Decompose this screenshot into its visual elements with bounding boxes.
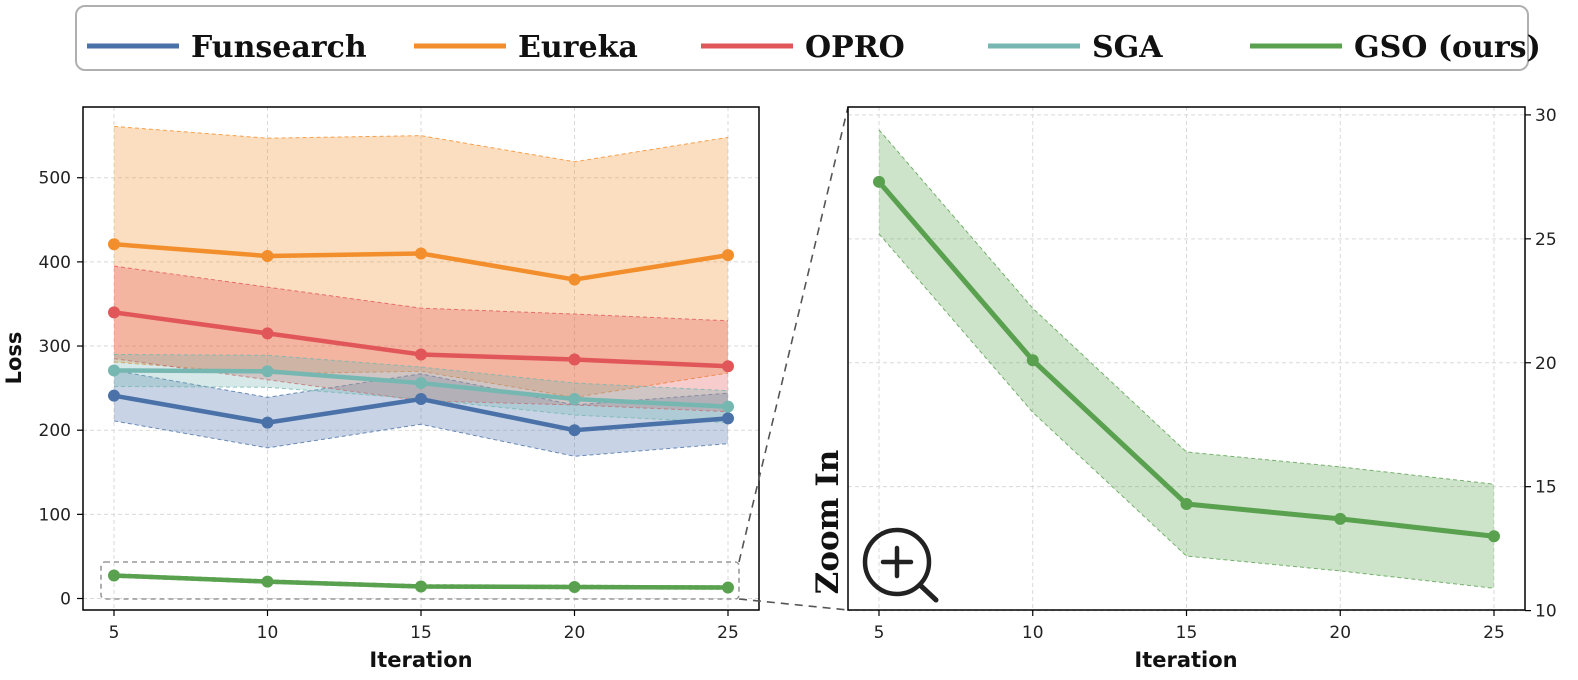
right-lines [873, 175, 1500, 543]
right-y-tick-label: 20 [1535, 354, 1557, 374]
right-ticks: 5 10 15 20 25 10 15 20 25 30 [874, 106, 1557, 643]
right-y-tick-label: 10 [1535, 602, 1557, 622]
left-band-lower-eureka [113, 361, 729, 398]
legend-frame [75, 5, 1529, 71]
legend-label-funsearch: Funsearch [191, 30, 367, 65]
left-y-tick-label: 100 [39, 505, 71, 525]
left-y-axis-label: Loss [2, 332, 26, 385]
left-point-gso-ours [568, 580, 581, 593]
left-point-opro [261, 327, 274, 340]
left-point-funsearch [722, 412, 734, 425]
left-x-tick-label: 15 [410, 623, 432, 643]
left-y-tick-label: 300 [39, 337, 71, 357]
right-point-gso-ours [1334, 512, 1347, 525]
right-y-tick-label: 15 [1535, 478, 1557, 498]
left-point-gso-ours [722, 581, 734, 594]
right-x-axis-label: Iteration [1134, 648, 1237, 672]
left-x-tick-label: 25 [717, 623, 739, 643]
left-y-tick-label: 400 [39, 253, 71, 273]
zoom-in-label: Zoom In [810, 450, 846, 595]
left-point-sga [568, 393, 581, 406]
left-x-tick-label: 10 [257, 623, 279, 643]
left-point-gso-ours [415, 580, 427, 593]
left-chart: 5 10 15 20 25 0 100 200 300 400 500 Iteration Loss [2, 106, 760, 672]
right-x-tick-label: 10 [1022, 623, 1044, 643]
right-band-lower-gso-ours [878, 233, 1495, 589]
left-point-eureka [722, 249, 734, 262]
legend-label-eureka: Eureka [518, 30, 638, 65]
magnifier-plus-icon [862, 527, 939, 603]
left-point-funsearch [261, 416, 274, 429]
legend-label-sga: SGA [1092, 30, 1163, 65]
left-point-eureka [108, 238, 120, 251]
legend: Funsearch Eureka OPRO SGA GSO (ours) [75, 5, 1541, 71]
right-chart: 5 10 15 20 25 10 15 20 25 30 Iteration Zoom In [810, 106, 1557, 672]
left-x-tick-label: 5 [109, 623, 120, 643]
right-bands [878, 129, 1495, 589]
left-x-axis-label: Iteration [369, 648, 472, 672]
left-point-funsearch [108, 389, 120, 402]
zoom-connector-bottom [738, 598, 849, 611]
left-point-sga [722, 400, 734, 413]
left-point-eureka [261, 249, 274, 262]
right-point-gso-ours [873, 175, 885, 188]
left-point-eureka [568, 273, 581, 286]
right-y-tick-label: 25 [1535, 230, 1557, 250]
zoom-region-box [100, 561, 740, 600]
right-y-tick-label: 30 [1535, 106, 1557, 126]
right-point-gso-ours [1180, 498, 1193, 511]
zoom-connector-top [738, 106, 849, 563]
left-point-sga [261, 365, 274, 378]
left-band-lower-funsearch [113, 420, 729, 457]
left-band-upper-sga [113, 353, 729, 392]
left-point-opro [568, 353, 581, 366]
right-x-tick-label: 25 [1483, 623, 1505, 643]
legend-label-opro: OPRO [805, 30, 905, 65]
left-point-funsearch [568, 424, 581, 437]
left-y-tick-label: 500 [39, 169, 71, 189]
left-lines [108, 238, 734, 594]
left-x-tick-label: 20 [564, 623, 586, 643]
right-x-tick-label: 5 [874, 623, 885, 643]
legend-label-gso-ours: GSO (ours) [1354, 30, 1541, 65]
left-point-gso-ours [108, 569, 120, 582]
left-ticks: 5 10 15 20 25 0 100 200 300 400 500 [39, 169, 739, 643]
left-point-eureka [415, 247, 427, 260]
right-band-gso-ours [879, 129, 1494, 589]
right-x-tick-label: 20 [1329, 623, 1351, 643]
left-point-gso-ours [261, 575, 274, 588]
left-point-opro [415, 348, 427, 361]
left-point-opro [108, 306, 120, 319]
right-point-gso-ours [1026, 354, 1039, 367]
left-point-sga [415, 377, 427, 390]
left-band-upper-eureka [113, 125, 729, 163]
left-point-funsearch [415, 393, 427, 406]
left-band-upper-opro [113, 265, 729, 322]
left-band-lower-sga [113, 385, 729, 424]
left-point-sga [108, 364, 120, 377]
left-point-opro [722, 360, 734, 373]
right-x-tick-label: 15 [1176, 623, 1198, 643]
left-y-tick-label: 0 [60, 590, 71, 610]
left-y-tick-label: 200 [39, 421, 71, 441]
right-point-gso-ours [1488, 530, 1500, 543]
right-band-upper-gso-ours [878, 129, 1495, 485]
